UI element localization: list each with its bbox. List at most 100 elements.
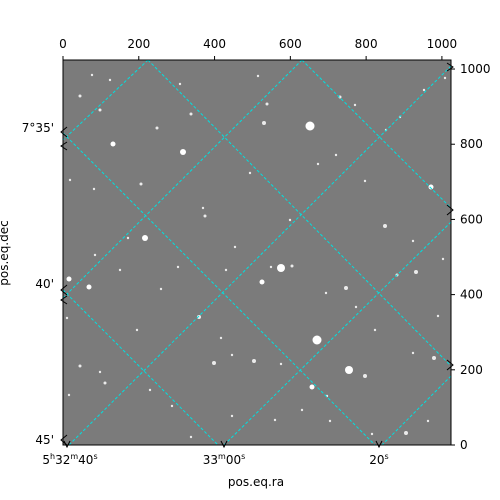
dec-tick-mark: [60, 141, 68, 151]
star: [67, 393, 71, 397]
pixel-axis-ticks: 0 200 400 600 800 1000 0 200 400 600 800 1000: [59, 37, 490, 452]
star: [363, 374, 367, 378]
star: [432, 356, 436, 360]
right-pixel-tick-label: 600: [460, 212, 483, 226]
star: [344, 286, 348, 290]
right-pixel-tick-label: 1000: [460, 62, 491, 76]
celestial-grid: [62, 59, 452, 446]
star: [279, 362, 283, 366]
star: [265, 102, 269, 106]
star: [312, 335, 322, 345]
top-pixel-tick-label: 400: [203, 37, 226, 51]
star: [78, 94, 82, 98]
star: [305, 121, 315, 131]
star: [65, 316, 69, 320]
star: [148, 388, 152, 392]
right-pixel-tick-label: 800: [460, 137, 483, 151]
star: [103, 381, 107, 385]
star: [98, 108, 102, 112]
star: [139, 182, 143, 186]
ra-tick-mark: [220, 440, 228, 449]
dec-tick-label: 7°35': [22, 121, 54, 135]
star: [411, 239, 415, 243]
star: [259, 279, 265, 285]
star: [436, 314, 440, 318]
star: [383, 224, 387, 228]
star: [370, 432, 374, 436]
dec-tick-label: 40': [35, 277, 54, 291]
star: [273, 418, 277, 422]
star: [126, 236, 130, 240]
star: [300, 408, 304, 412]
star: [78, 364, 82, 368]
star: [197, 315, 201, 319]
star: [135, 328, 139, 332]
right-pixel-tick-label: 200: [460, 363, 483, 377]
star: [92, 187, 96, 191]
dec-tick-label: 45': [35, 433, 54, 447]
star: [224, 268, 228, 272]
top-pixel-tick-label: 600: [279, 37, 302, 51]
star: [201, 206, 205, 210]
star: [345, 366, 353, 374]
star: [86, 284, 92, 290]
star: [159, 287, 163, 291]
star: [178, 82, 182, 86]
y-axis-label: pos.eq.dec: [0, 220, 11, 285]
star: [404, 431, 408, 435]
dec-tick-mark: [60, 284, 68, 296]
plot-frame: [62, 59, 452, 446]
right-pixel-tick-label: 400: [460, 288, 483, 302]
dec-tick-mark: [60, 434, 68, 446]
star: [108, 78, 112, 82]
dec-grid-line: [62, 59, 303, 299]
star: [316, 162, 320, 166]
star: [189, 112, 193, 116]
star: [252, 359, 256, 363]
star: [233, 245, 237, 249]
star: [334, 153, 338, 157]
star: [170, 404, 174, 408]
dec-grid-line: [381, 375, 452, 446]
dec-tick-mark: [446, 359, 454, 371]
star: [428, 184, 434, 190]
world-tick-marks: [60, 62, 454, 449]
ra-tick-label: 5h32m40s: [42, 452, 97, 467]
star: [256, 74, 260, 78]
star: [176, 265, 180, 269]
dec-grid-line: [62, 59, 149, 141]
star: [68, 178, 72, 182]
star: [110, 141, 116, 147]
sky-image-background: [63, 60, 451, 445]
top-pixel-tick-label: 1000: [427, 37, 458, 51]
star: [212, 361, 216, 365]
star: [309, 384, 315, 390]
ra-grid-line: [147, 59, 452, 367]
ra-tick-mark: [375, 440, 383, 449]
star: [422, 88, 426, 92]
ra-tick-label: 20s: [369, 452, 388, 467]
dec-tick-mark: [446, 62, 454, 72]
star: [277, 264, 285, 272]
x-axis-label: pos.eq.ra: [228, 475, 284, 489]
star: [142, 235, 148, 241]
star: [411, 351, 415, 355]
star: [189, 435, 193, 439]
ra-grid-line: [301, 59, 452, 209]
star: [288, 218, 292, 222]
star: [324, 291, 328, 295]
star: [90, 73, 94, 77]
top-pixel-tick-label: 200: [127, 37, 150, 51]
star: [328, 419, 332, 423]
star: [66, 276, 72, 282]
top-pixel-tick-label: 0: [59, 37, 67, 51]
star: [426, 419, 430, 423]
top-pixel-tick-label: 800: [355, 37, 378, 51]
star: [230, 353, 234, 357]
star: [203, 214, 207, 218]
star: [180, 149, 186, 155]
star: [98, 370, 102, 374]
star: [248, 171, 252, 175]
star: [118, 268, 122, 272]
